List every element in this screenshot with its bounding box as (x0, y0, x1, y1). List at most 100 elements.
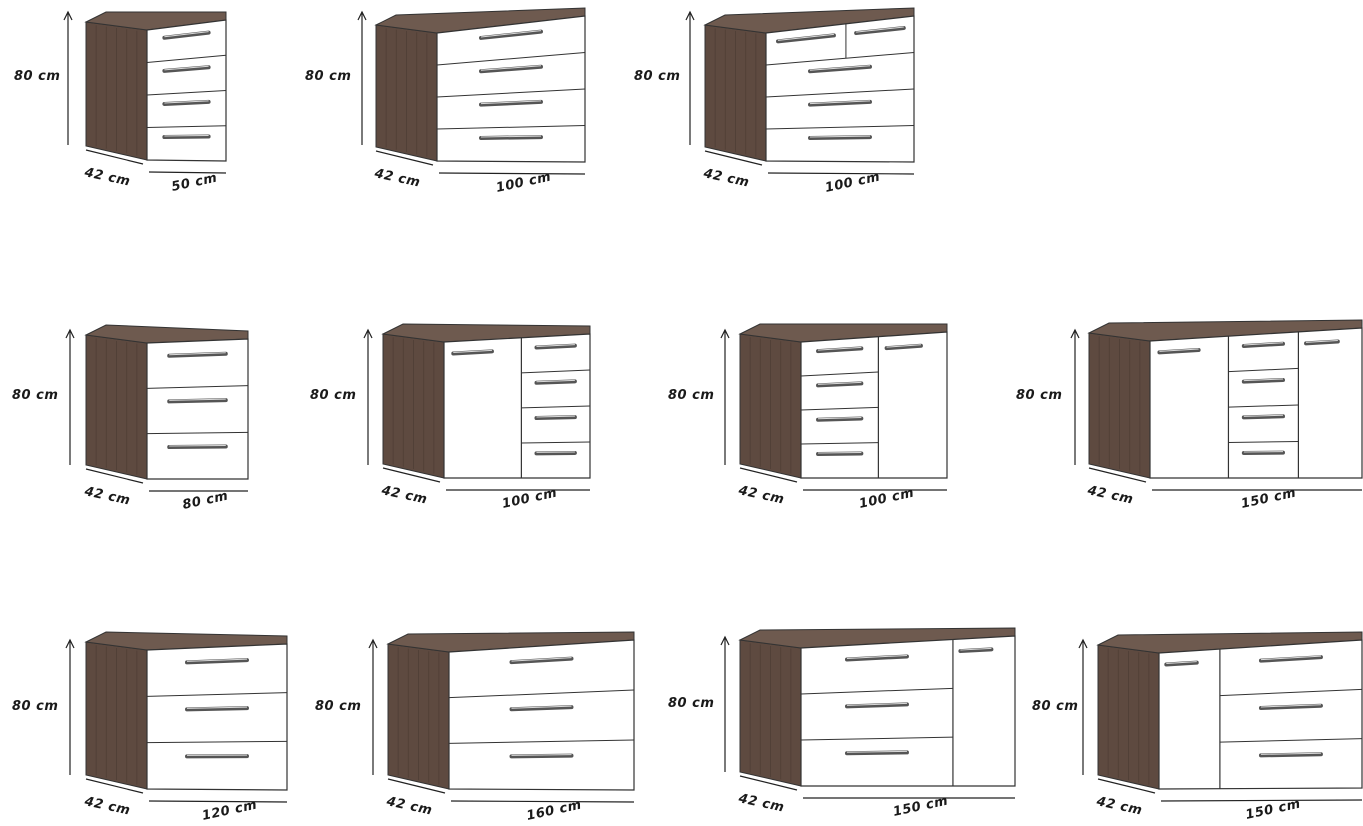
handle (534, 379, 577, 385)
height-arrowhead (1078, 638, 1088, 649)
handle-shine (960, 647, 992, 651)
drawer-divider (800, 736, 953, 741)
handle-shine (186, 658, 248, 662)
handle-shine (809, 135, 871, 138)
handle-shine (164, 31, 209, 38)
handle-shine (817, 346, 862, 351)
width-label: 80 cm (181, 489, 229, 513)
height-arrowhead (1070, 328, 1080, 339)
drawer-divider (765, 52, 915, 66)
handle-shine (1260, 655, 1321, 661)
drawer-divider (765, 125, 915, 130)
drawer-divider (765, 88, 915, 98)
handle-shine (818, 381, 862, 385)
drawer-divider (521, 369, 591, 374)
handle-shine (1260, 752, 1321, 755)
handle (844, 654, 909, 662)
handle (1164, 660, 1199, 667)
top-slab (84, 324, 249, 344)
handle (808, 64, 872, 74)
handle-shine (1243, 342, 1284, 346)
front-face (800, 635, 1016, 787)
depth-arrow (739, 775, 798, 791)
top-slab (381, 323, 591, 343)
front-face (448, 639, 635, 791)
height-label: 80 cm (305, 69, 351, 84)
handle-shine (1306, 339, 1338, 343)
width-arrow (1160, 799, 1363, 802)
front-face (146, 338, 249, 480)
front-face (443, 333, 591, 479)
height-arrowhead (685, 10, 695, 21)
handle (816, 381, 864, 388)
drawer-divider (146, 125, 227, 128)
handle (884, 343, 923, 351)
handle-shine (809, 65, 871, 71)
handle-shine (511, 657, 572, 662)
handle (816, 451, 864, 456)
top-slab (738, 323, 948, 343)
front-face (146, 19, 227, 162)
handle-shine (536, 379, 575, 383)
handle-shine (536, 415, 575, 418)
depth-arrow (382, 467, 441, 483)
width-arrow (767, 172, 915, 175)
handle-shine (480, 135, 542, 138)
handle-shine (1159, 348, 1199, 352)
handle (816, 416, 864, 422)
drawer-divider (436, 125, 586, 130)
handle-shine (818, 451, 862, 454)
depth-label: 42 cm (736, 483, 785, 508)
handle-shine (846, 750, 907, 753)
depth-arrow (1088, 467, 1147, 483)
front-face (800, 331, 948, 479)
drawer-divider (521, 441, 591, 444)
height-label: 80 cm (1016, 388, 1062, 403)
top-slab (84, 631, 288, 651)
depth-arrow (739, 467, 798, 483)
depth-arrow (85, 468, 144, 484)
depth-arrow (1097, 778, 1156, 794)
handle-shine (1166, 661, 1197, 665)
height-label: 80 cm (12, 388, 58, 403)
handle (808, 135, 872, 140)
top-slab (703, 7, 915, 34)
top-slab (1087, 319, 1363, 342)
handle (185, 658, 249, 665)
handle (162, 65, 211, 73)
top-slab (386, 631, 635, 653)
drawer-divider (800, 442, 879, 445)
handle (509, 656, 574, 665)
handle-shine (453, 349, 493, 353)
top-slab (738, 627, 1016, 649)
handle-shine (164, 100, 209, 104)
handle (854, 26, 906, 36)
drawer-divider (448, 689, 635, 699)
handle-shine (536, 344, 575, 348)
depth-label: 42 cm (82, 484, 131, 509)
handle (1157, 348, 1201, 355)
height-label: 80 cm (12, 699, 58, 714)
drawer-divider (1219, 738, 1363, 743)
front-face (765, 15, 915, 163)
depth-label: 42 cm (736, 791, 785, 816)
handle (185, 706, 249, 712)
handle-shine (856, 26, 904, 33)
depth-arrow (704, 150, 763, 166)
handle (1258, 752, 1323, 758)
handle (167, 351, 228, 358)
width-label: 50 cm (170, 171, 218, 195)
height-label: 80 cm (315, 699, 361, 714)
handle-shine (818, 416, 862, 420)
handle-shine (777, 33, 834, 41)
height-arrowhead (368, 638, 378, 649)
handle-shine (1243, 378, 1284, 382)
handle-shine (511, 754, 572, 756)
drawer-divider (800, 371, 879, 377)
handle (1258, 703, 1323, 711)
